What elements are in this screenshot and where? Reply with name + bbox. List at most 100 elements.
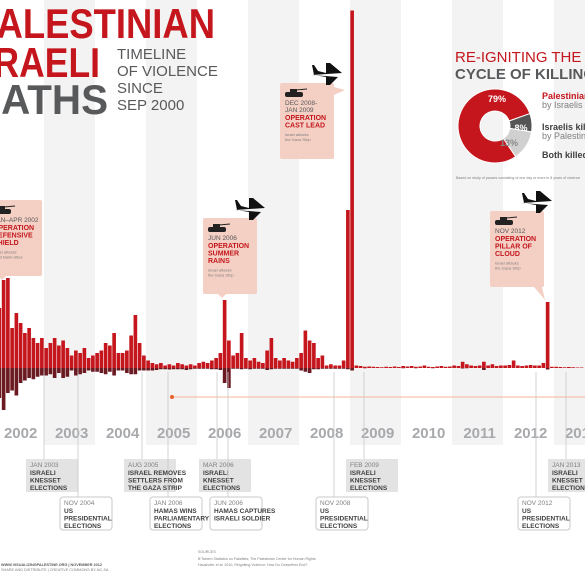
palestinian-bar bbox=[286, 360, 291, 368]
event-text: KNESSET bbox=[350, 478, 381, 485]
palestinian-bar bbox=[74, 350, 78, 368]
israeli-bar bbox=[184, 368, 189, 370]
palestinian-bar bbox=[159, 363, 163, 368]
palestinian-bar bbox=[14, 313, 19, 368]
israeli-bar bbox=[235, 368, 240, 369]
x-tick-label: 2013 bbox=[565, 425, 585, 442]
tank-icon bbox=[213, 224, 220, 228]
event-box bbox=[199, 459, 251, 492]
pie-slice bbox=[457, 88, 531, 164]
palestinian-bar bbox=[337, 365, 342, 368]
israeli-bar bbox=[231, 368, 235, 369]
israeli-bar bbox=[278, 368, 282, 369]
event-text: ISRAELI bbox=[30, 470, 56, 477]
callout-date: JAN–APR 2002 bbox=[0, 217, 39, 224]
subtitle-line: SINCE bbox=[117, 80, 163, 97]
palestinian-bar bbox=[409, 366, 414, 368]
palestinian-bar bbox=[282, 358, 286, 368]
israeli-bar bbox=[31, 368, 36, 380]
palestinian-bar bbox=[431, 367, 435, 368]
israeli-bar bbox=[337, 368, 342, 369]
israeli-bar bbox=[346, 368, 350, 370]
legend-label: Both killed bbox=[542, 150, 585, 160]
palestinian-bar bbox=[176, 363, 180, 368]
x-tick-label: 2010 bbox=[412, 425, 445, 442]
israeli-bar bbox=[295, 368, 299, 369]
palestinian-bar bbox=[188, 364, 193, 368]
palestinian-bar bbox=[269, 338, 274, 368]
palestinian-bar bbox=[456, 366, 461, 368]
palestinian-bar bbox=[235, 353, 240, 368]
palestinian-bar bbox=[201, 361, 206, 368]
palestinian-bar bbox=[418, 366, 422, 368]
palestinian-bar bbox=[163, 365, 167, 368]
israeli-bar bbox=[129, 368, 133, 375]
israeli-bar bbox=[252, 368, 257, 369]
event-date: JAN 2006 bbox=[154, 500, 183, 507]
palestinian-bar bbox=[388, 367, 393, 368]
israeli-bar bbox=[222, 368, 227, 383]
palestinian-bar bbox=[108, 345, 112, 368]
palestinian-bar bbox=[82, 348, 87, 368]
palestinian-bar bbox=[363, 366, 367, 368]
x-tick-label: 2004 bbox=[106, 425, 140, 442]
israeli-bar bbox=[57, 368, 61, 373]
event-box bbox=[209, 496, 263, 531]
legend-note: by Israelis first bbox=[542, 100, 585, 110]
palestinian-bar bbox=[197, 363, 201, 368]
callout-name: SHIELD bbox=[0, 240, 19, 247]
israeli-bar bbox=[48, 368, 53, 375]
palestinian-bar bbox=[6, 278, 10, 368]
palestinian-bar bbox=[558, 367, 563, 368]
palestinian-bar bbox=[312, 343, 316, 368]
palestinian-bar bbox=[329, 364, 333, 368]
israeli-bar bbox=[61, 368, 65, 378]
palestinian-bar bbox=[545, 302, 550, 368]
callout-note: the Gaza Strip bbox=[495, 266, 521, 271]
x-tick-label: 2003 bbox=[55, 425, 88, 442]
event-text: THE GAZA STRIP bbox=[128, 485, 183, 492]
israeli-bar bbox=[341, 368, 346, 369]
israeli-bar bbox=[86, 368, 91, 371]
callout-pointer bbox=[218, 294, 226, 298]
event-date: JUN 2006 bbox=[214, 500, 243, 507]
year-stripe bbox=[554, 0, 585, 445]
palestinian-bar bbox=[120, 353, 125, 368]
event-text: ELECTIONS bbox=[522, 523, 560, 530]
palestinian-bar bbox=[78, 353, 82, 368]
palestinian-bar bbox=[150, 363, 155, 368]
event-date: FEB 2009 bbox=[350, 462, 379, 469]
event-text: SETTLERS FROM bbox=[128, 478, 183, 485]
palestinian-bar bbox=[299, 353, 303, 368]
palestinian-bar bbox=[422, 365, 427, 368]
callout-box bbox=[490, 211, 544, 287]
israeli-bar bbox=[167, 368, 172, 370]
callout-name: OPERATION bbox=[0, 225, 34, 232]
palestinian-bar bbox=[371, 366, 376, 368]
palestinian-bar bbox=[278, 360, 282, 368]
israeli-bar bbox=[154, 368, 159, 370]
tank-icon bbox=[290, 89, 297, 93]
x-tick-label: 2011 bbox=[463, 425, 496, 442]
event-text: PARLIAMENTARY bbox=[154, 516, 210, 523]
palestinian-bar bbox=[477, 365, 482, 368]
event-text: ELECTIONS bbox=[64, 523, 102, 530]
callout-name: DEFENSIVE bbox=[0, 233, 33, 240]
israeli-bar bbox=[320, 368, 325, 369]
palestinian-bar bbox=[473, 366, 478, 368]
event-text: KNESSET bbox=[203, 478, 234, 485]
israeli-bar bbox=[137, 368, 142, 371]
callout-note: the Gaza Strip bbox=[208, 273, 234, 278]
callout-name: RAINS bbox=[208, 258, 230, 265]
israeli-bar bbox=[248, 368, 252, 370]
event-text: ELECTIONS bbox=[203, 485, 241, 492]
israeli-bar bbox=[74, 368, 78, 376]
israeli-bar bbox=[150, 368, 155, 371]
jet-icon bbox=[312, 63, 342, 85]
israeli-bar bbox=[52, 368, 57, 378]
callout-name: SUMMER bbox=[208, 251, 239, 258]
palestinian-bar bbox=[171, 365, 176, 368]
israeli-bar bbox=[333, 368, 337, 369]
title-line: PALESTINIAN bbox=[0, 0, 215, 47]
israeli-bar bbox=[265, 368, 269, 370]
